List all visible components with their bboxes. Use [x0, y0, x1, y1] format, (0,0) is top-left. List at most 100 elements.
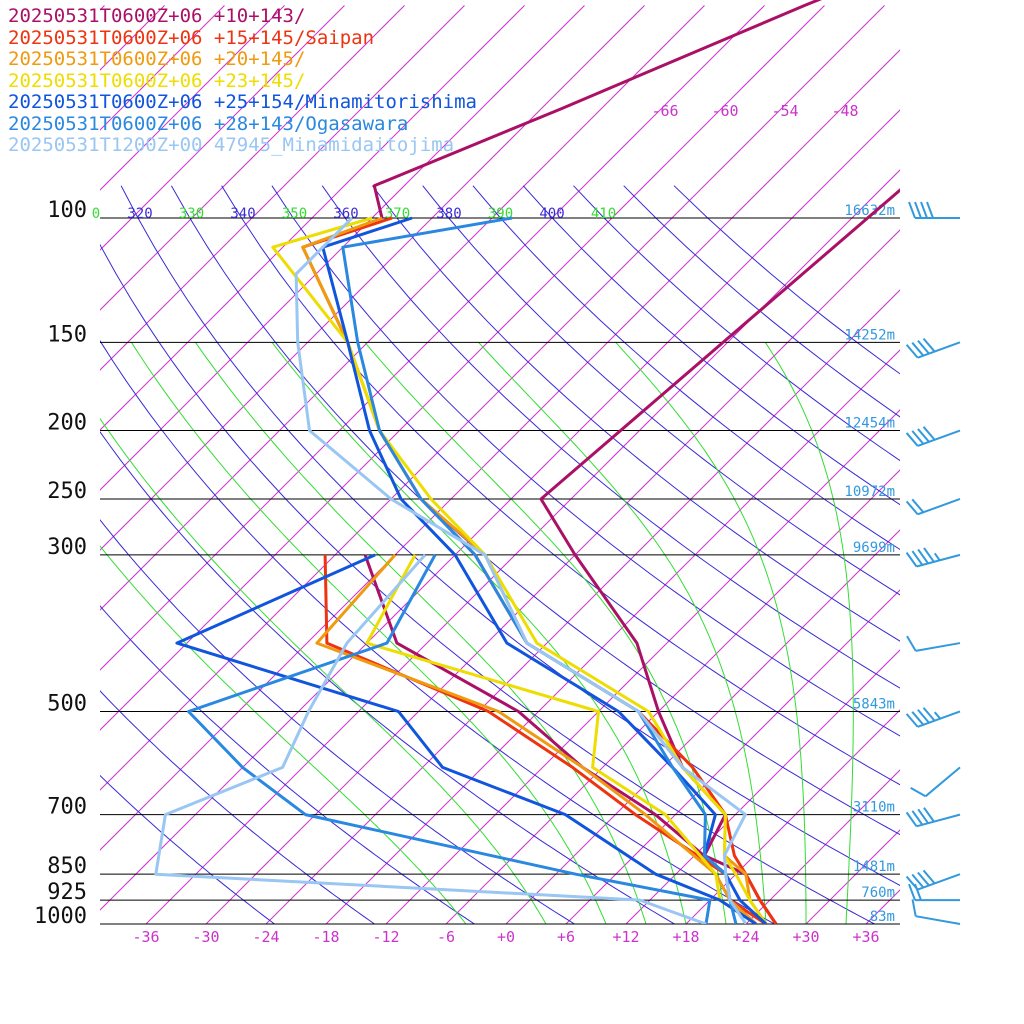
isotherm-line — [100, 49, 900, 851]
temperature-profile — [271, 216, 768, 924]
wind-barb-staff — [917, 429, 961, 447]
wind-barb-flag — [917, 428, 930, 443]
dry-adiabat-line — [100, 339, 775, 924]
wind-barb-staff — [915, 642, 961, 652]
wind-barb-staff — [915, 915, 961, 925]
wind-barb-flag — [922, 869, 936, 885]
wind-barb-flag — [911, 550, 924, 566]
dewpoint-profile — [187, 554, 712, 924]
wind-barb-flag — [917, 709, 930, 724]
wind-barb-flag — [905, 552, 918, 568]
pressure-label: 200 — [47, 411, 87, 436]
isotherm-line — [926, 6, 1024, 924]
dry-adiabat-lines — [100, 185, 900, 924]
wind-barb — [905, 426, 961, 447]
temperature-tick-label: -24 — [252, 928, 279, 946]
dry-adiabat-line — [321, 185, 900, 689]
isotherm-line — [145, 169, 900, 924]
legend-entry: 20250531T1200Z+00 47945_Minamidaitojima — [8, 134, 455, 156]
wind-barb — [905, 869, 961, 891]
dry-adiabat-line — [100, 243, 875, 924]
wind-barb-flag — [908, 883, 916, 901]
height-label: 83m — [870, 909, 895, 925]
wind-barb — [905, 707, 961, 728]
isotherm-line — [100, 5, 345, 251]
wind-barb-staff — [917, 498, 961, 516]
wind-barb-flag — [917, 548, 929, 564]
wind-barb — [905, 807, 961, 828]
dry-adiabat-line — [271, 185, 900, 737]
wind-barb-staff — [924, 766, 961, 798]
isotherm-lines — [100, 5, 1024, 924]
pressure-label: 1000 — [34, 904, 87, 929]
height-label: 3110m — [853, 800, 895, 816]
isotherm-line — [100, 5, 885, 791]
wind-barb-flag — [920, 201, 928, 219]
isotherm-line — [265, 289, 900, 924]
temperature-profile — [341, 216, 738, 924]
temperature-tick-label: -18 — [312, 928, 339, 946]
isotherm-line — [805, 829, 900, 924]
isotherm-line — [325, 349, 900, 924]
wind-barb-flag — [923, 547, 935, 563]
isotherm-line — [100, 5, 285, 191]
temperature-profile — [294, 216, 748, 924]
wind-barb-flag — [906, 635, 917, 652]
theta-label: 330 — [179, 206, 204, 222]
wind-barb-staff — [916, 813, 961, 828]
pressure-label: 850 — [47, 854, 87, 879]
wind-barb-flag — [917, 808, 929, 824]
moist-adiabat-line — [271, 341, 687, 924]
legend-entry: 20250531T0600Z+06 +25+154/Minamitorishim… — [8, 91, 477, 113]
theta-label: 400 — [539, 206, 564, 222]
wind-barb-flag — [911, 810, 924, 826]
height-label: 1481m — [853, 859, 895, 875]
wind-barb-flag — [914, 883, 922, 901]
isotherm-line — [385, 409, 900, 924]
isotherm-line — [625, 649, 900, 924]
pressure-label: 700 — [47, 795, 87, 820]
temperature-profile — [372, 0, 900, 924]
theta-label: 320 — [127, 206, 152, 222]
wind-barb-flag — [911, 430, 925, 445]
theta-label: 380 — [436, 206, 461, 222]
wind-barb-flag — [905, 500, 919, 516]
dewpoint-profile — [365, 554, 757, 924]
wind-barb-flag — [922, 337, 936, 353]
wind-barb-staff — [917, 341, 961, 359]
wind-barb-flag — [911, 342, 925, 357]
temperature-tick-label: -36 — [132, 928, 159, 946]
temperature-tick-label: +12 — [612, 928, 639, 946]
height-label: 12454m — [844, 416, 895, 432]
isotherm-line — [100, 5, 405, 311]
pressure-label: 100 — [47, 198, 87, 223]
legend-entry: 20250531T0600Z+06 +23+145/ — [8, 69, 306, 92]
dry-adiabat-line — [100, 774, 275, 924]
theta-label: 340 — [230, 206, 255, 222]
legend-entry: 20250531T0600Z+06 +10+143/ — [8, 5, 306, 27]
isotherm-line — [505, 529, 900, 924]
wind-barb-flag — [923, 807, 935, 823]
height-label: 5843m — [853, 696, 895, 712]
dry-adiabat-line — [170, 185, 900, 836]
wind-barb-staff — [917, 873, 961, 891]
wind-barb-flag — [905, 344, 919, 359]
dewpoint-profile — [175, 553, 757, 924]
isotherm-line — [865, 889, 900, 924]
wind-barb-flag — [905, 713, 919, 728]
wind-barb-flag — [922, 426, 936, 441]
wind-barb — [908, 883, 960, 902]
wind-barb-flag — [933, 552, 941, 561]
temperature-tick-label: +6 — [557, 928, 575, 946]
wind-barb-flag — [905, 432, 919, 447]
wind-barb — [905, 337, 961, 359]
dry-adiabat-line — [100, 431, 675, 924]
isotherm-label: -60 — [711, 102, 738, 120]
wind-barb-flag — [917, 871, 930, 887]
pressure-label: 250 — [47, 479, 87, 504]
wind-barb-flag — [910, 787, 927, 798]
pressure-label: 150 — [47, 322, 87, 347]
moist-adiabat-line — [100, 417, 547, 924]
moist-adiabat-line — [478, 341, 767, 924]
